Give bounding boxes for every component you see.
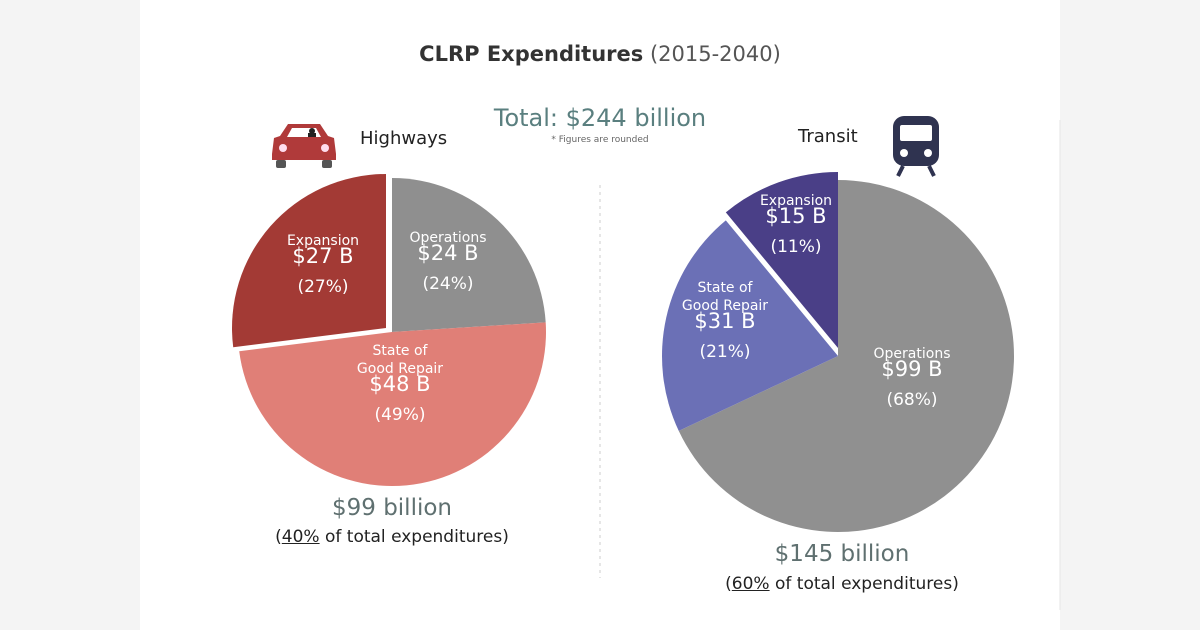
title-years: (2015-2040) [649, 42, 781, 66]
slice-value-label: $15 B [765, 204, 826, 228]
slice-name-label: Expansion [760, 193, 832, 209]
title-main: CLRP Expenditures [419, 42, 644, 66]
slice-name-label: Operations [874, 346, 951, 362]
slice-value-label: $24 B [417, 241, 478, 265]
rounding-note: * Figures are rounded [551, 135, 649, 145]
slice-value-label: $48 B [369, 372, 430, 396]
car-icon [272, 124, 336, 168]
highways-share: (40% of total expenditures) [275, 527, 509, 547]
slice-name-label: Good Repair [357, 361, 443, 377]
slice-percent-label: (27%) [297, 277, 348, 297]
highways-total: $99 billion [331, 495, 453, 521]
slice-value-label: $27 B [292, 244, 353, 268]
slice-percent-label: (11%) [770, 237, 821, 257]
slice-percent-label: (68%) [886, 390, 937, 410]
pie-slice-state-of-good-repair [239, 322, 546, 486]
train-icon [893, 116, 939, 177]
transit-share-suffix: of total expenditures) [769, 574, 959, 594]
transit-share-pct: 60% [731, 574, 770, 594]
slice-name-label: Operations [410, 230, 487, 246]
pie-slice-expansion [725, 172, 838, 348]
slice-name-label: Expansion [287, 233, 359, 249]
highways-share-pct: 40% [281, 527, 320, 547]
total-label: Total: $244 billion [493, 104, 707, 132]
chart-title: CLRP Expenditures (2015-2040) [0, 42, 1200, 66]
slice-name-label: State of [697, 280, 753, 296]
transit-heading: Transit [798, 126, 858, 147]
slice-value-label: $31 B [694, 309, 755, 333]
highways-heading: Highways [360, 128, 448, 149]
highways-share-suffix: of total expenditures) [319, 527, 509, 547]
slice-percent-label: (21%) [699, 342, 750, 362]
slice-percent-label: (24%) [422, 274, 473, 294]
slice-name-label: State of [372, 343, 428, 359]
pie-slice-operations [392, 178, 546, 332]
transit-total: $145 billion [774, 541, 910, 567]
pie-slice-expansion [231, 174, 386, 348]
pie-slice-state-of-good-repair [662, 220, 838, 431]
slice-name-label: Good Repair [682, 298, 768, 314]
transit-share: (60% of total expenditures) [725, 574, 959, 594]
slice-percent-label: (49%) [374, 405, 425, 425]
slice-value-label: $99 B [881, 357, 942, 381]
pie-slice-operations [678, 180, 1014, 532]
